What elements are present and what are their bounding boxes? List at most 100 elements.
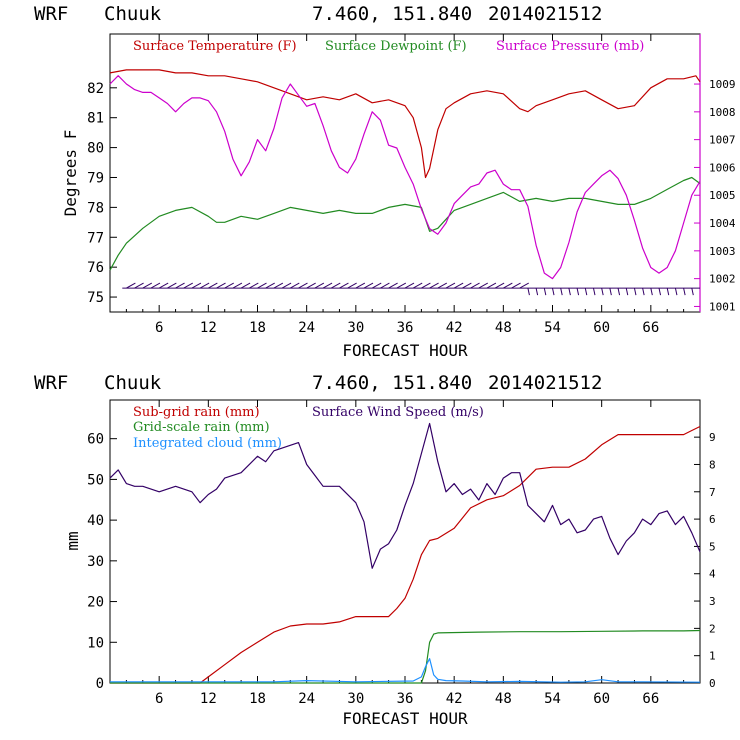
panel2-series-lines — [109, 422, 701, 684]
x-tick-label: 54 — [544, 691, 561, 707]
wind-barb — [609, 287, 612, 296]
x-tick-label: 6 — [155, 691, 163, 707]
panel1-y-ticks: 75 76 77 78 79 80 81 82 — [87, 81, 117, 306]
wind-barb — [453, 282, 464, 289]
wind-barb — [592, 287, 596, 296]
wind-barb — [445, 282, 456, 289]
panel2-y-ticks: 0 10 20 30 40 50 60 — [87, 432, 117, 692]
x-tick-label: 36 — [397, 691, 414, 707]
y2-tick-label: 6 — [709, 513, 716, 526]
y2-tick-label: 4 — [709, 568, 716, 581]
wind-barb — [298, 282, 308, 289]
series-line-surface-pressure — [109, 75, 701, 280]
wind-barb — [290, 282, 300, 289]
wind-barb — [134, 282, 144, 289]
y-tick-label: 76 — [87, 260, 104, 276]
y-tick-label: 81 — [87, 111, 104, 127]
precipitation-wind-panel: WRF Chuuk 7.460, 151.840 2014021512 6 12 1… — [34, 372, 716, 728]
panel1-y-axis-label: Degrees F — [61, 130, 80, 217]
y-tick-label: 75 — [87, 290, 104, 306]
wind-barb — [568, 287, 571, 296]
wind-barb — [142, 282, 153, 289]
x-tick-label: 36 — [397, 320, 414, 336]
series-line-surface-wind-speed — [109, 422, 701, 569]
y2-tick-label: 1006 — [709, 161, 736, 174]
x-tick-label: 30 — [347, 320, 364, 336]
wind-barb — [199, 282, 210, 289]
panel1-station: Chuuk — [104, 3, 162, 25]
wind-barb — [601, 287, 604, 296]
y-tick-label: 0 — [96, 676, 104, 692]
x-tick-label: 66 — [642, 320, 659, 336]
panel1-init-time: 2014021512 — [488, 3, 602, 25]
series-line-sub-grid-rain — [110, 425, 701, 684]
wind-barb — [216, 282, 226, 289]
y2-tick-label: 1003 — [709, 245, 736, 258]
wind-barb — [158, 282, 169, 289]
wind-barb — [208, 282, 218, 289]
x-tick-label: 6 — [155, 320, 163, 336]
panel2-station: Chuuk — [104, 372, 162, 394]
y2-tick-label: 1 — [709, 650, 716, 663]
x-tick-label: 12 — [200, 320, 217, 336]
x-tick-label: 42 — [446, 320, 463, 336]
y2-tick-label: 8 — [709, 458, 716, 471]
y-tick-label: 20 — [87, 595, 104, 611]
wind-barb — [167, 282, 177, 289]
y-tick-label: 10 — [87, 635, 104, 651]
wind-barb — [494, 282, 505, 289]
wind-barb — [421, 282, 431, 289]
wind-barb — [281, 282, 292, 289]
wind-barb — [519, 282, 529, 289]
panel1-x-axis-label: FORECAST HOUR — [342, 341, 468, 360]
x-tick-label: 18 — [249, 320, 266, 336]
y2-tick-label: 1004 — [709, 217, 736, 230]
panel1-series-lines — [109, 69, 701, 280]
x-tick-label: 48 — [495, 320, 512, 336]
y2-tick-label: 1001 — [709, 300, 736, 313]
panel2-y2-ticks: 0 1 2 3 4 5 6 7 8 9 — [694, 431, 716, 690]
y-tick-label: 50 — [87, 472, 104, 488]
panel1-x-ticks: 6 12 18 24 30 36 42 48 54 60 66 — [125, 34, 685, 336]
wind-barb — [273, 282, 284, 289]
legend-surface-wind-speed: Surface Wind Speed (m/s) — [312, 405, 484, 420]
y2-tick-label: 2 — [709, 622, 716, 635]
x-tick-label: 66 — [642, 691, 659, 707]
wind-barb — [429, 282, 439, 289]
wind-barb — [314, 282, 325, 289]
wind-barb — [240, 282, 251, 289]
y2-tick-label: 9 — [709, 431, 716, 444]
wind-barb — [666, 287, 670, 296]
wind-barb — [257, 282, 267, 289]
wind-barb — [380, 282, 390, 289]
panel1-model: WRF — [34, 3, 68, 25]
temperature-pressure-panel: WRF Chuuk 7.460, 151.840 2014021512 6 12 1… — [34, 3, 736, 360]
y2-tick-label: 1009 — [709, 78, 736, 91]
y-tick-label: 78 — [87, 200, 104, 216]
wind-barb — [560, 287, 563, 296]
y2-tick-label: 0 — [709, 677, 716, 690]
x-tick-label: 30 — [347, 691, 364, 707]
panel1-coords: 7.460, 151.840 — [312, 3, 472, 25]
x-tick-label: 60 — [593, 691, 610, 707]
x-tick-label: 12 — [200, 691, 217, 707]
x-tick-label: 42 — [446, 691, 463, 707]
wind-barb — [658, 287, 662, 296]
y2-tick-label: 3 — [709, 595, 716, 608]
wind-barb — [224, 282, 234, 289]
wind-barb — [150, 282, 161, 289]
wind-barb — [306, 282, 316, 289]
wind-barb — [388, 282, 398, 289]
wind-barb — [232, 282, 243, 289]
panel2-model: WRF — [34, 372, 68, 394]
x-tick-label: 24 — [298, 691, 315, 707]
wind-barb — [584, 287, 588, 296]
wind-barb — [126, 282, 136, 289]
y-tick-label: 30 — [87, 554, 104, 570]
series-line-surface-temperature — [109, 69, 701, 179]
wind-barb — [691, 287, 694, 296]
wind-barb — [355, 282, 366, 289]
wind-barb — [183, 282, 193, 289]
legend-sub-grid-rain: Sub-grid rain (mm) — [133, 405, 260, 420]
